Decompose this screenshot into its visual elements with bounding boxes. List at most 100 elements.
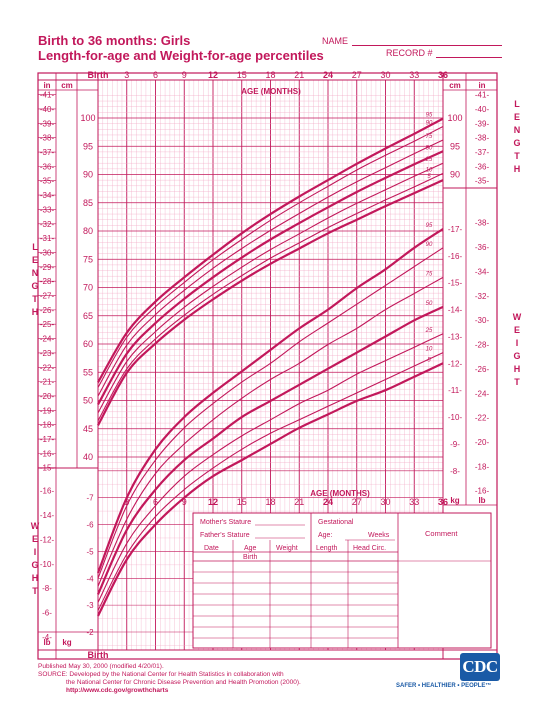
- lb-tick-left: -6-: [42, 609, 52, 618]
- in-tick-right: -40-: [475, 105, 490, 114]
- axis-labels: Birth 33669912121515181821212424272730303…: [40, 70, 490, 660]
- length-label-p75: 75: [426, 134, 433, 140]
- weight-curve-p25: [97, 333, 444, 603]
- in-tick-left: -26-: [40, 306, 55, 315]
- length-label-p95: 95: [426, 113, 433, 119]
- x-tick-mid: 9: [182, 497, 187, 507]
- weight-curve-p75: [97, 276, 444, 587]
- in-tick-right: -35-: [475, 177, 490, 186]
- kg-tick-right: -14-: [448, 306, 463, 315]
- cm-tick-left: 60: [83, 339, 93, 349]
- kg-tick-right: -11-: [448, 386, 462, 395]
- length-label-p25: 25: [425, 157, 433, 163]
- cm-tick-left: 45: [83, 424, 93, 434]
- cm-tick-left: 80: [83, 226, 93, 236]
- x-tick-mid: 12: [208, 497, 218, 507]
- unit-in-right: in: [478, 81, 485, 90]
- x-tick-mid: 27: [352, 497, 362, 507]
- x-tick-top: Birth: [88, 70, 109, 80]
- x-tick-bottom-birth: Birth: [88, 650, 109, 660]
- weight-label-p10: 10: [426, 347, 433, 353]
- weight-curve-p50: [96, 305, 444, 595]
- lb-tick-right: -34-: [475, 267, 490, 276]
- x-tick-top: 3: [124, 70, 129, 80]
- cm-tick-left: 100: [80, 113, 95, 123]
- name-field[interactable]: [352, 45, 502, 46]
- in-tick-left: -28-: [40, 277, 55, 286]
- unit-cm-left: cm: [61, 81, 73, 90]
- col-head-circ: Head Circ.: [353, 545, 386, 552]
- in-tick-left: -33-: [40, 205, 55, 214]
- x-tick-mid: 21: [294, 497, 304, 507]
- in-tick-left: -32-: [40, 220, 55, 229]
- weight-curve-p95: [96, 228, 444, 574]
- weight-label-p5: 5: [427, 357, 431, 363]
- unit-kg-left: kg: [62, 638, 71, 647]
- comment-label: Comment: [425, 529, 458, 538]
- col-weight: Weight: [276, 545, 298, 552]
- x-tick-mid: 3: [124, 497, 129, 507]
- kg-tick-left: -7: [86, 494, 94, 503]
- weight-label-p90: 90: [426, 242, 433, 248]
- x-tick-mid: 36: [438, 497, 448, 507]
- weeks-label: Weeks: [368, 532, 390, 539]
- kg-tick-left: -3: [86, 601, 94, 610]
- col-age: Age: [244, 545, 257, 552]
- weight-label-p75: 75: [426, 271, 433, 277]
- length-curve-p95: [97, 117, 444, 383]
- record-label: RECORD #: [386, 48, 433, 58]
- gestational-age-label: Age:: [318, 532, 332, 539]
- kg-tick-right: -12-: [448, 359, 463, 368]
- lb-tick-right: -22-: [475, 414, 490, 423]
- in-tick-left: -37-: [40, 148, 55, 157]
- col-length: Length: [316, 545, 338, 552]
- weight-curve-p10: [97, 352, 444, 611]
- x-tick-mid: 30: [380, 497, 390, 507]
- in-tick-left: -30-: [40, 248, 55, 257]
- source-url: http://www.cdc.gov/growthcharts: [66, 687, 169, 694]
- x-tick-mid: 15: [237, 497, 247, 507]
- percentile-curves: [96, 117, 444, 617]
- length-curve-p5: [97, 179, 444, 426]
- cm-tick-left: 40: [83, 452, 93, 462]
- name-label: NAME: [322, 36, 349, 46]
- in-tick-right: -37-: [475, 148, 490, 157]
- x-tick-top: 21: [294, 70, 304, 80]
- cm-tick-right: 95: [450, 141, 460, 151]
- kg-tick-left: -6: [86, 521, 94, 530]
- lb-tick-right: -26-: [475, 365, 490, 374]
- x-tick-mid: 24: [323, 497, 333, 507]
- record-field[interactable]: [436, 57, 502, 58]
- cm-tick-left: 75: [83, 254, 93, 264]
- unit-lb-right: lb: [478, 496, 485, 505]
- x-tick-top: 18: [265, 70, 275, 80]
- in-tick-left: -29-: [40, 263, 55, 272]
- in-tick-left: -18-: [40, 421, 55, 430]
- weight-curve-p90: [97, 247, 444, 579]
- kg-tick-right: -15-: [448, 279, 463, 288]
- x-tick-top: 15: [237, 70, 247, 80]
- x-tick-top: 24: [323, 70, 333, 80]
- in-tick-left: -20-: [40, 392, 55, 401]
- x-tick-top: 36: [438, 70, 448, 80]
- unit-in-left: in: [43, 81, 50, 90]
- lb-tick-left: -16-: [40, 487, 55, 496]
- length-curve-p75: [97, 139, 444, 397]
- in-tick-left: -24-: [40, 335, 55, 344]
- weight-label-p95: 95: [426, 223, 433, 229]
- row-birth: Birth: [243, 554, 258, 561]
- cm-tick-left: 70: [83, 283, 93, 293]
- cm-tick-right: 90: [450, 170, 460, 180]
- in-tick-left: -25-: [40, 320, 55, 329]
- x-tick-mid: 18: [265, 497, 275, 507]
- weight-label-p50: 50: [426, 301, 433, 307]
- chart-title-line2: Length-for-age and Weight-for-age percen…: [38, 48, 324, 63]
- lb-tick-left: -10-: [40, 560, 55, 569]
- in-tick-left: -39-: [40, 119, 55, 128]
- length-label-p50: 50: [426, 145, 433, 151]
- x-tick-mid: 6: [153, 497, 158, 507]
- lb-tick-right: -20-: [475, 438, 490, 447]
- in-tick-left: -35-: [40, 177, 55, 186]
